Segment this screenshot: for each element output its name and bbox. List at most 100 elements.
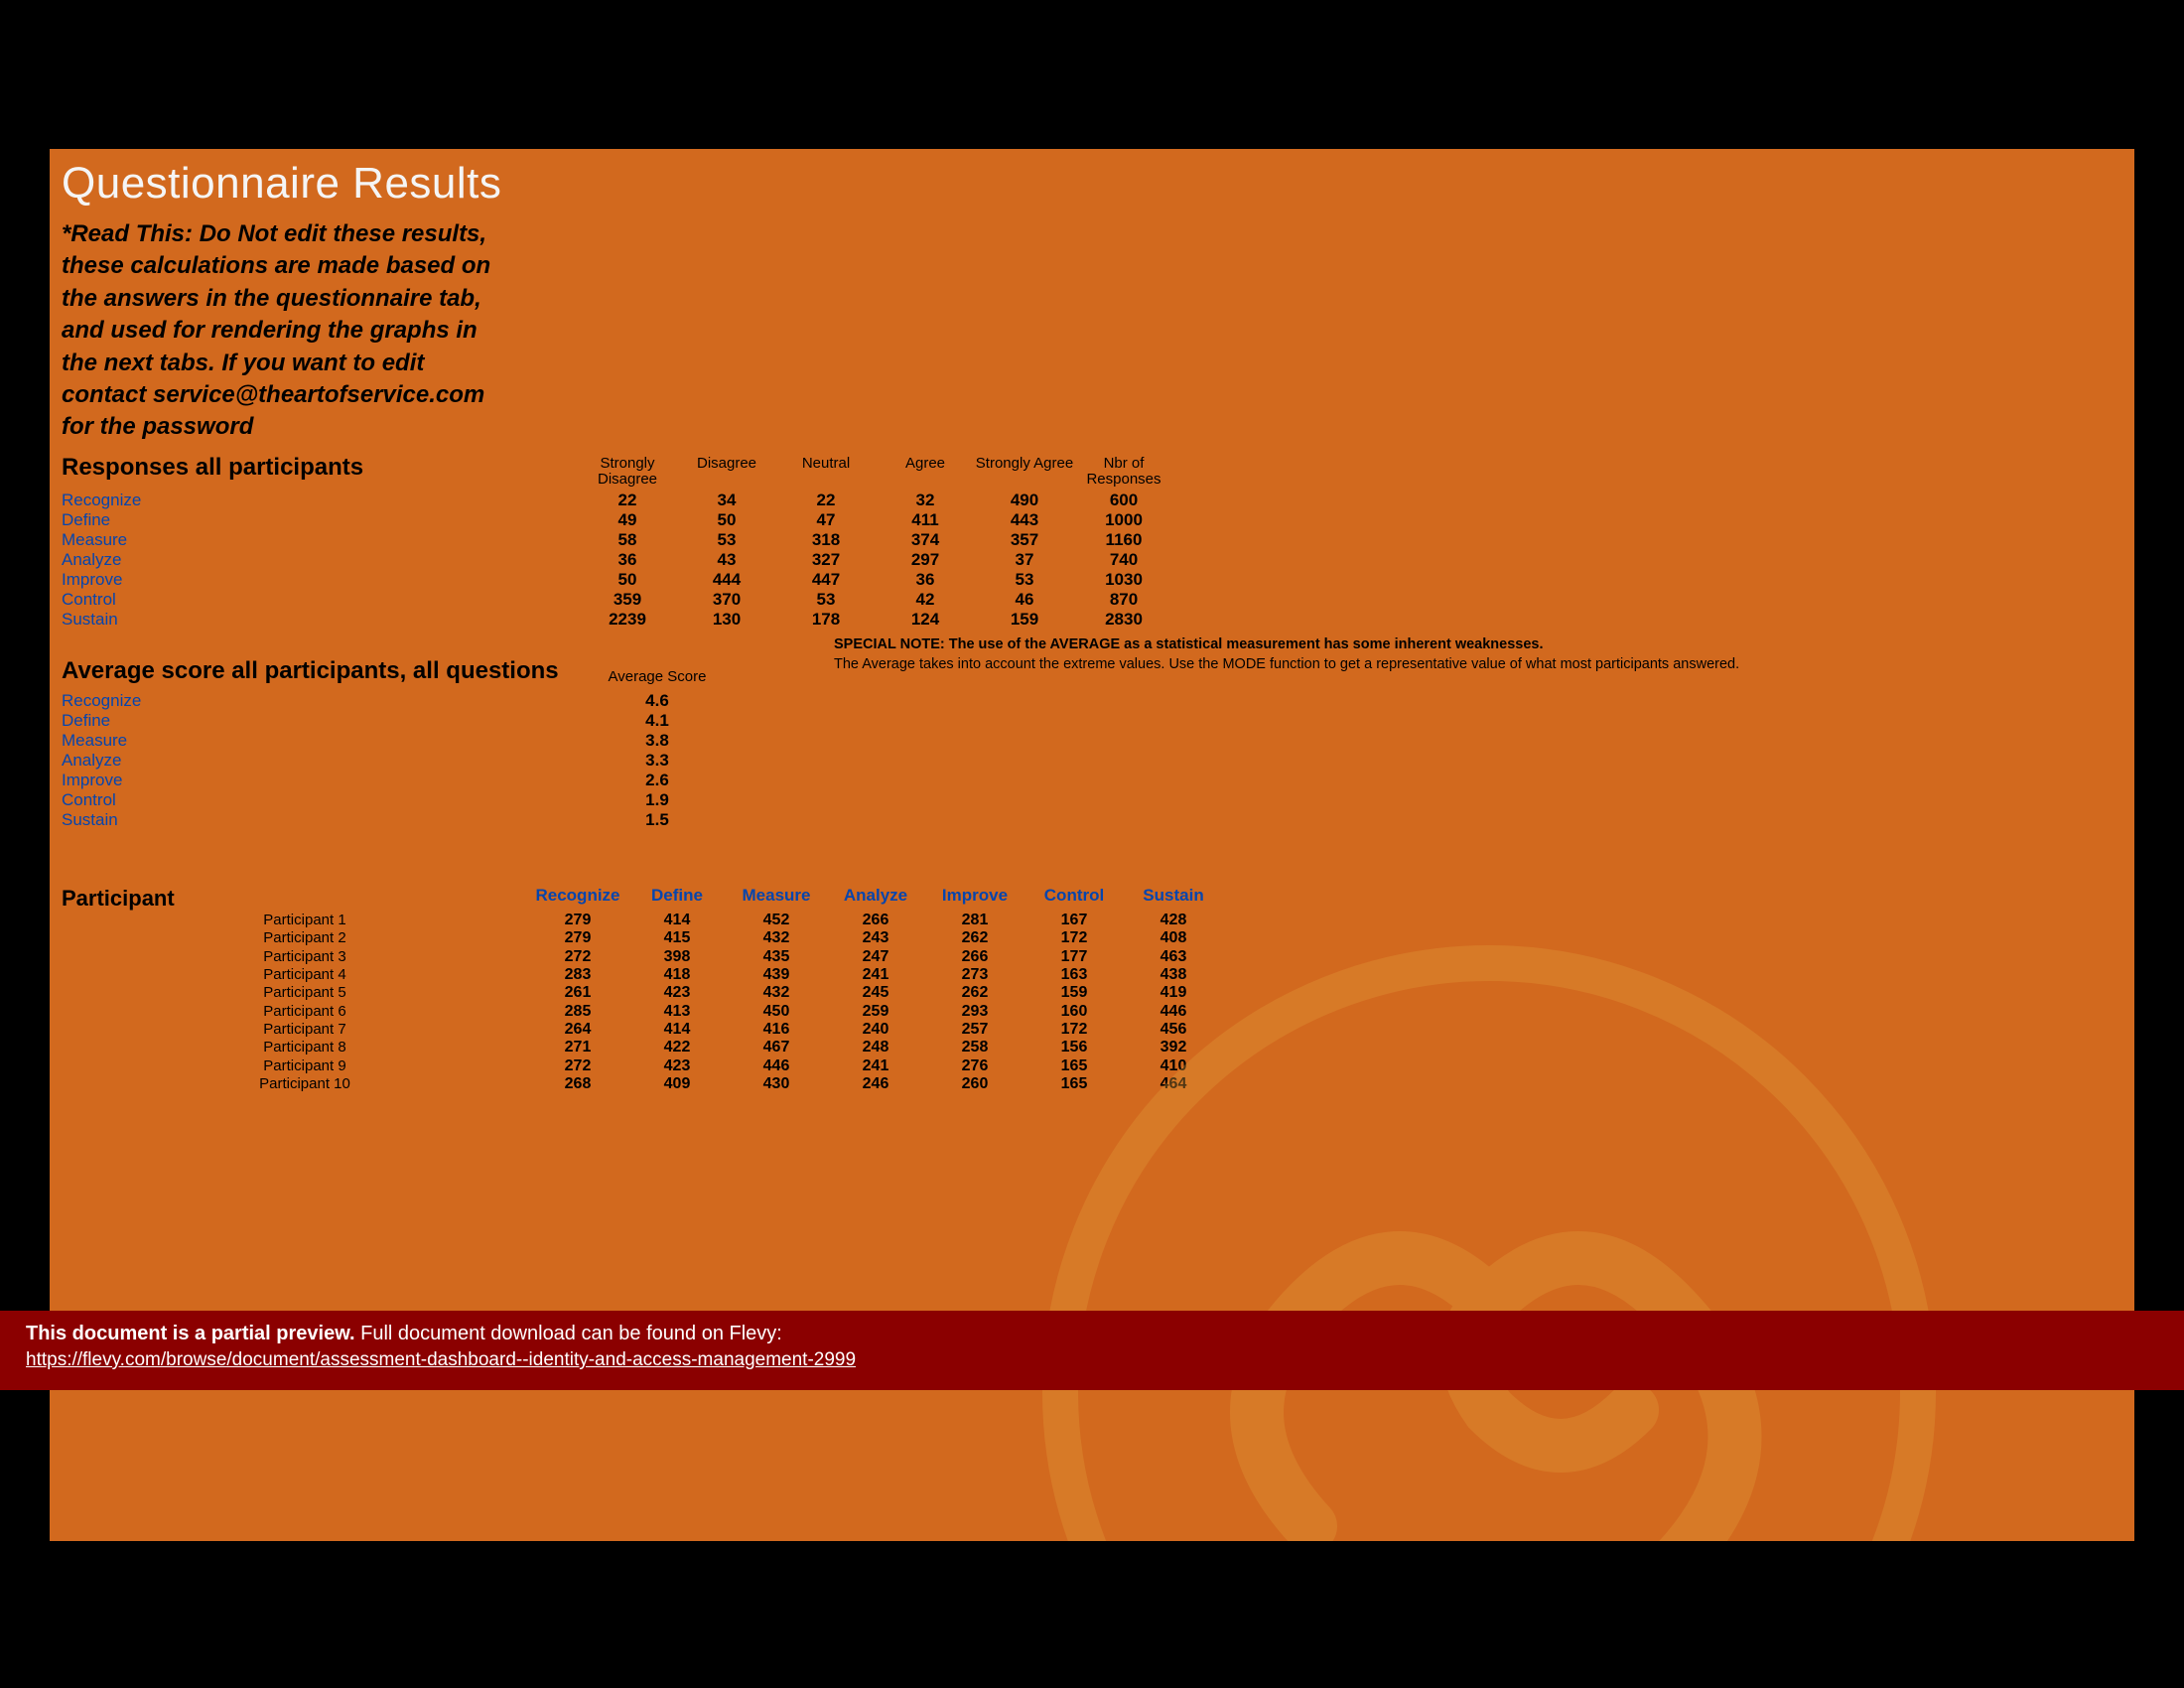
avg-row: Improve2.6 — [62, 771, 2122, 790]
participant-value: 423 — [627, 984, 727, 1002]
participant-value: 423 — [627, 1057, 727, 1075]
avg-value: 3.8 — [578, 731, 737, 751]
value-cell: 370 — [677, 590, 776, 610]
category-link[interactable]: Define — [62, 510, 578, 530]
participant-value: 246 — [826, 1075, 925, 1093]
participant-value: 428 — [1124, 912, 1223, 929]
avg-row: Sustain1.5 — [62, 810, 2122, 830]
value-cell: 130 — [677, 610, 776, 630]
participant-name: Participant 1 — [62, 912, 528, 929]
participant-value: 450 — [727, 1003, 826, 1021]
col-strongly-agree: Strongly Agree — [975, 454, 1074, 491]
pcol-recognize: Recognize — [528, 886, 627, 912]
participant-value: 435 — [727, 948, 826, 966]
participant-name: Participant 7 — [62, 1021, 528, 1039]
participant-value: 257 — [925, 1021, 1024, 1039]
avg-value: 4.1 — [578, 711, 737, 731]
category-link[interactable]: Improve — [62, 771, 578, 790]
value-cell: 42 — [876, 590, 975, 610]
participant-value: 262 — [925, 929, 1024, 947]
avg-value: 1.5 — [578, 810, 737, 830]
participant-name: Participant 9 — [62, 1057, 528, 1075]
category-link[interactable]: Measure — [62, 731, 578, 751]
participant-value: 413 — [627, 1003, 727, 1021]
participant-name: Participant 8 — [62, 1039, 528, 1056]
participant-value: 266 — [826, 912, 925, 929]
preview-banner: This document is a partial preview. Full… — [0, 1311, 2184, 1390]
avg-row: Measure3.8 — [62, 731, 2122, 751]
value-cell: 124 — [876, 610, 975, 630]
participant-value: 266 — [925, 948, 1024, 966]
category-link[interactable]: Control — [62, 590, 578, 610]
value-cell: 327 — [776, 550, 876, 570]
avg-value: 2.6 — [578, 771, 737, 790]
participant-value: 272 — [528, 1057, 627, 1075]
avg-value: 4.6 — [578, 691, 737, 711]
participant-value: 272 — [528, 948, 627, 966]
pcol-measure: Measure — [727, 886, 826, 912]
note-bold: SPECIAL NOTE: The use of the AVERAGE as … — [834, 636, 1544, 652]
col-nbr-responses: Nbr ofResponses — [1074, 454, 1173, 491]
participant-value: 414 — [627, 912, 727, 929]
value-cell: 1160 — [1074, 530, 1173, 550]
participant-value: 416 — [727, 1021, 826, 1039]
participant-value: 414 — [627, 1021, 727, 1039]
participant-value: 248 — [826, 1039, 925, 1056]
value-cell: 870 — [1074, 590, 1173, 610]
averages-table: Average score all participants, all ques… — [50, 657, 2134, 830]
responses-row: Define4950474114431000 — [62, 510, 2122, 530]
watermark-logo — [1042, 945, 1936, 1541]
participant-value: 283 — [528, 966, 627, 984]
participant-value: 452 — [727, 912, 826, 929]
participant-value: 245 — [826, 984, 925, 1002]
participant-value: 439 — [727, 966, 826, 984]
page-title: Questionnaire Results — [50, 149, 2134, 214]
participant-name: Participant 4 — [62, 966, 528, 984]
value-cell: 297 — [876, 550, 975, 570]
pcol-sustain: Sustain — [1124, 886, 1223, 912]
avg-row: Define4.1 — [62, 711, 2122, 731]
note-rest: The Average takes into account the extre… — [834, 656, 1739, 672]
value-cell: 53 — [677, 530, 776, 550]
category-link[interactable]: Control — [62, 790, 578, 810]
category-link[interactable]: Analyze — [62, 550, 578, 570]
banner-link[interactable]: https://flevy.com/browse/document/assess… — [26, 1349, 2158, 1371]
value-cell: 58 — [578, 530, 677, 550]
participant-value: 293 — [925, 1003, 1024, 1021]
participant-value: 247 — [826, 948, 925, 966]
pcol-define: Define — [627, 886, 727, 912]
col-disagree: Disagree — [677, 454, 776, 491]
responses-row: Improve5044444736531030 — [62, 570, 2122, 590]
participant-value: 276 — [925, 1057, 1024, 1075]
participant-name: Participant 2 — [62, 929, 528, 947]
value-cell: 159 — [975, 610, 1074, 630]
participant-value: 418 — [627, 966, 727, 984]
participant-row: Participant 1279414452266281167428 — [50, 912, 2134, 929]
participant-value: 430 — [727, 1075, 826, 1093]
avg-row: Recognize4.6 — [62, 691, 2122, 711]
category-link[interactable]: Recognize — [62, 691, 578, 711]
participant-value: 260 — [925, 1075, 1024, 1093]
value-cell: 43 — [677, 550, 776, 570]
value-cell: 447 — [776, 570, 876, 590]
value-cell: 53 — [776, 590, 876, 610]
value-cell: 490 — [975, 491, 1074, 510]
participant-value: 415 — [627, 929, 727, 947]
value-cell: 374 — [876, 530, 975, 550]
value-cell: 36 — [578, 550, 677, 570]
participant-value: 167 — [1024, 912, 1124, 929]
category-link[interactable]: Analyze — [62, 751, 578, 771]
value-cell: 36 — [876, 570, 975, 590]
category-link[interactable]: Measure — [62, 530, 578, 550]
category-link[interactable]: Sustain — [62, 610, 578, 630]
value-cell: 50 — [677, 510, 776, 530]
participant-value: 409 — [627, 1075, 727, 1093]
participant-value: 279 — [528, 929, 627, 947]
responses-row: Sustain22391301781241592830 — [62, 610, 2122, 630]
category-link[interactable]: Sustain — [62, 810, 578, 830]
category-link[interactable]: Improve — [62, 570, 578, 590]
avg-col-label: Average Score — [578, 668, 737, 685]
participant-name: Participant 10 — [62, 1075, 528, 1093]
category-link[interactable]: Recognize — [62, 491, 578, 510]
category-link[interactable]: Define — [62, 711, 578, 731]
